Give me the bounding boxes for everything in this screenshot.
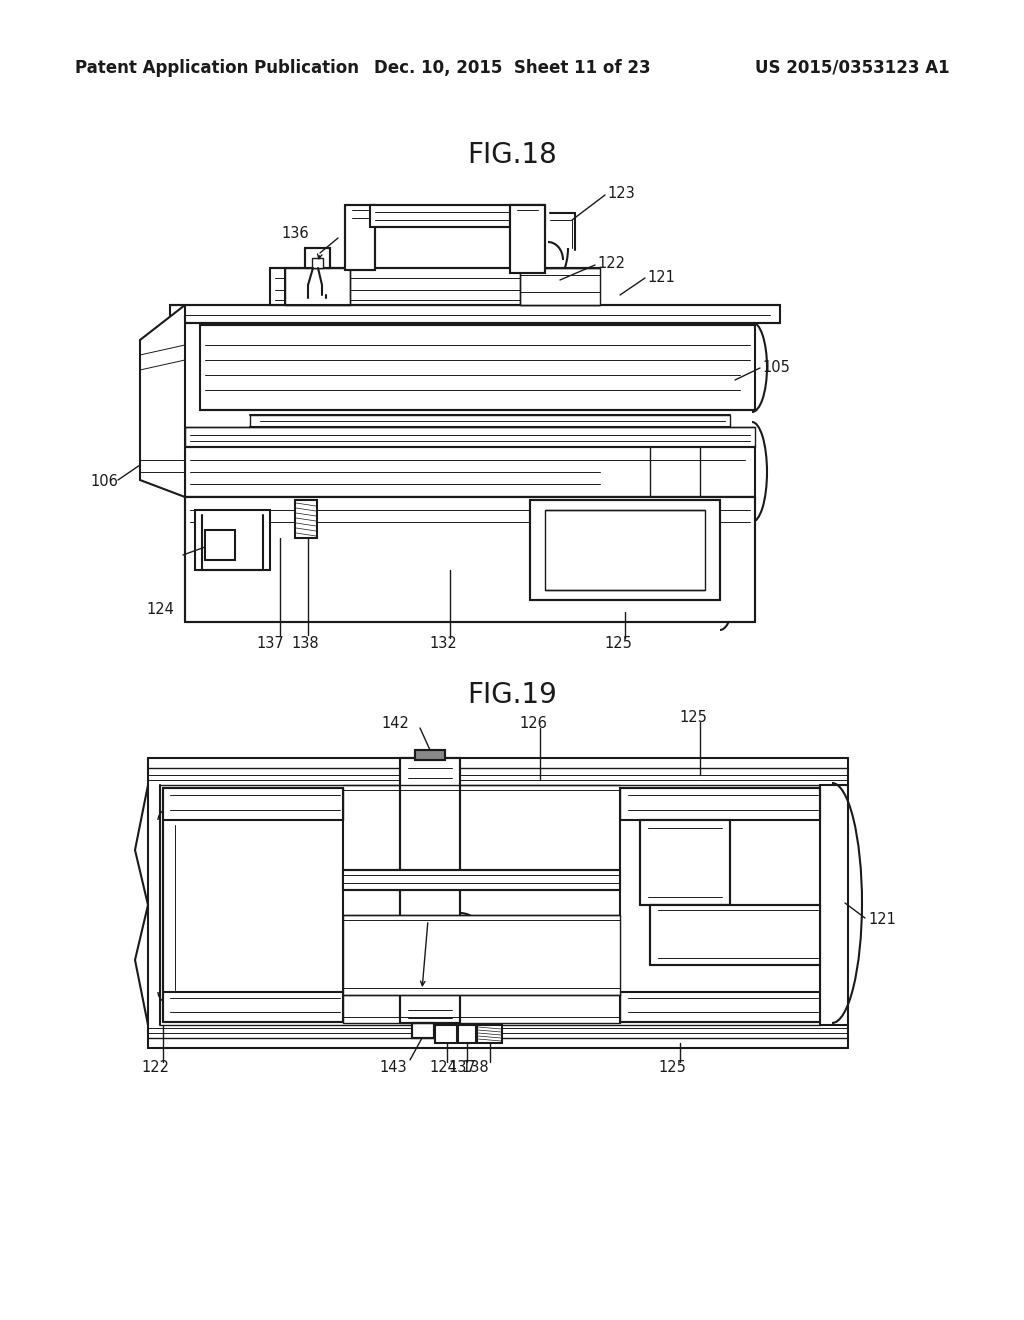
Bar (195, 510, 270, 570)
Bar (415, 750, 445, 760)
Bar (345, 205, 375, 271)
Bar (270, 268, 600, 305)
Polygon shape (140, 305, 185, 498)
Bar (285, 268, 350, 305)
Bar (163, 788, 343, 1022)
Text: 132: 132 (429, 635, 457, 651)
Text: 137: 137 (256, 635, 284, 651)
Bar (170, 305, 780, 323)
Bar (295, 500, 317, 539)
Text: 125: 125 (604, 635, 632, 651)
Text: US 2015/0353123 A1: US 2015/0353123 A1 (756, 59, 950, 77)
Bar (370, 205, 545, 227)
Text: FIG.18: FIG.18 (467, 141, 557, 169)
Text: 142: 142 (381, 715, 409, 730)
Bar (250, 414, 730, 426)
Text: Dec. 10, 2015  Sheet 11 of 23: Dec. 10, 2015 Sheet 11 of 23 (374, 59, 650, 77)
Bar (435, 1026, 457, 1043)
Text: 126: 126 (519, 715, 547, 730)
Bar (510, 205, 545, 273)
Text: 137: 137 (449, 1060, 476, 1076)
Text: 138: 138 (461, 1060, 488, 1076)
Bar (185, 498, 755, 622)
Bar (185, 447, 755, 498)
Bar (650, 906, 820, 965)
Text: 136: 136 (282, 226, 309, 240)
Text: 122: 122 (141, 1060, 169, 1076)
Text: 121: 121 (647, 269, 675, 285)
Text: Patent Application Publication: Patent Application Publication (75, 59, 359, 77)
Bar (412, 1023, 434, 1038)
Text: 105: 105 (762, 359, 790, 375)
Bar (312, 257, 323, 268)
Bar (530, 500, 720, 601)
Bar (343, 870, 620, 890)
Bar (305, 248, 330, 268)
Bar (200, 325, 755, 411)
Bar (620, 788, 820, 1022)
Bar (520, 268, 600, 305)
Bar (458, 1026, 476, 1043)
Text: 122: 122 (597, 256, 625, 272)
Text: 125: 125 (679, 710, 707, 726)
Bar (343, 915, 620, 995)
Text: FIG.19: FIG.19 (467, 681, 557, 709)
Bar (205, 531, 234, 560)
Text: 124: 124 (146, 602, 174, 618)
Bar (185, 426, 755, 447)
Text: 121: 121 (868, 912, 896, 928)
Bar (640, 820, 730, 906)
Text: 125: 125 (658, 1060, 686, 1076)
Text: 138: 138 (291, 635, 318, 651)
Text: 143: 143 (379, 1060, 407, 1074)
Text: 106: 106 (90, 474, 118, 490)
Bar (545, 510, 705, 590)
Text: 123: 123 (607, 186, 635, 201)
Text: 124: 124 (429, 1060, 457, 1076)
Bar (477, 1026, 502, 1043)
Bar (400, 758, 460, 1023)
